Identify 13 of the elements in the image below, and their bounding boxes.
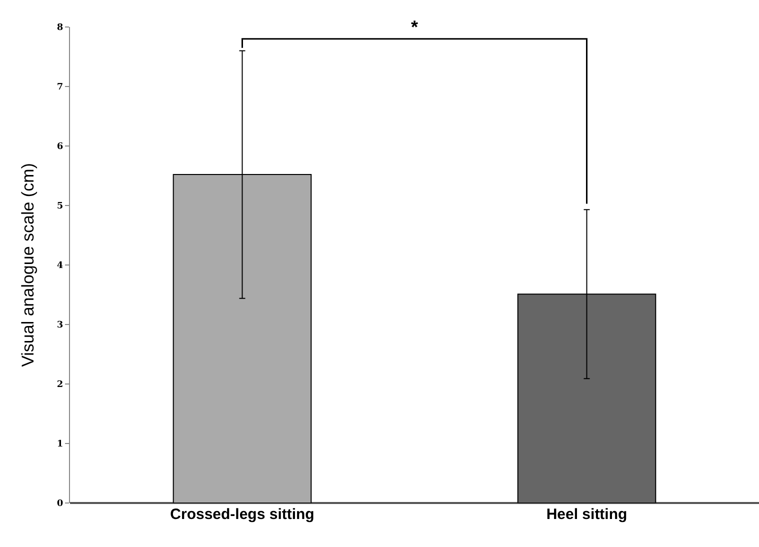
y-tick-label: 3 [56, 320, 64, 331]
y-axis-title: Visual analogue scale (cm) [18, 163, 38, 367]
y-tick-label: 4 [56, 261, 64, 272]
y-tick-label: 2 [56, 380, 64, 390]
y-tick-label: 1 [56, 440, 64, 450]
y-tick-label: 6 [56, 142, 64, 152]
annotation: * [411, 17, 418, 37]
x-tick-label: Crossed-legs sitting [170, 506, 314, 523]
y-tick-label: 7 [56, 82, 64, 93]
y-tick-label: 5 [56, 202, 64, 212]
y-tick-label: 0 [56, 499, 64, 510]
x-tick-label: Heel sitting [546, 506, 628, 523]
y-tick-label: 8 [56, 23, 64, 34]
